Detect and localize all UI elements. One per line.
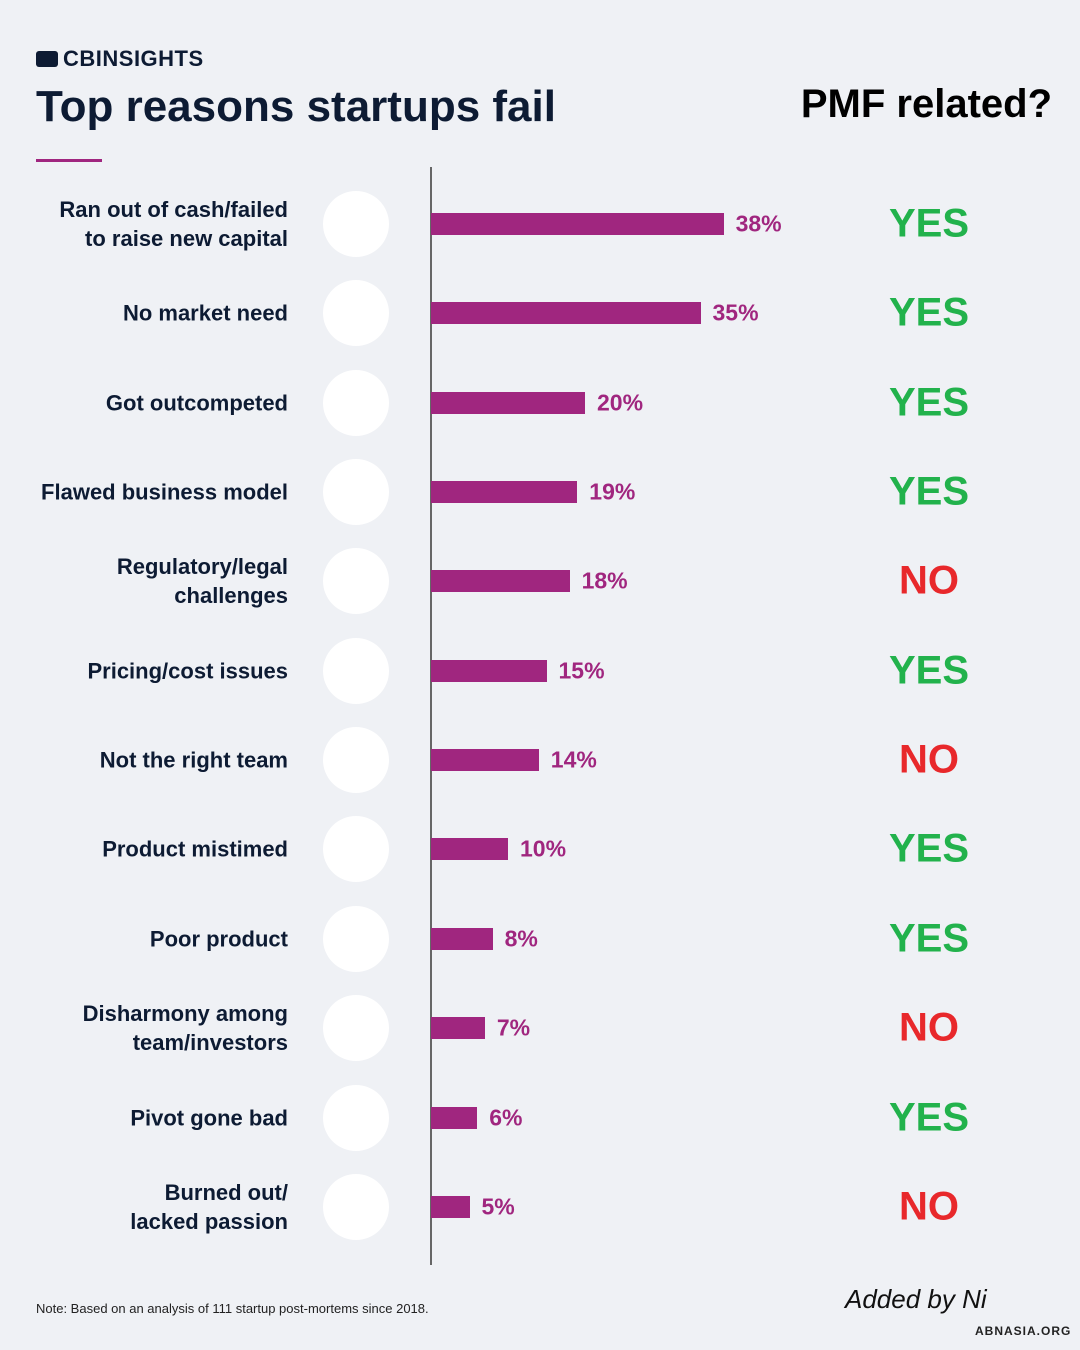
category-icon [323, 995, 389, 1062]
pmf-answer: YES [888, 1095, 970, 1139]
category-icon [323, 191, 389, 257]
pmf-answer: YES [888, 290, 970, 335]
bar [431, 1106, 478, 1129]
category-label: Not the right team [99, 747, 288, 773]
pmf-answer: YES [888, 648, 970, 693]
chart-title: Top reasons startups fail [36, 82, 556, 131]
category-icon [323, 548, 389, 615]
value-label: 35% [712, 299, 759, 326]
brand-name: CBINSIGHTS [63, 46, 204, 71]
bar [431, 481, 578, 504]
category-icon [323, 816, 389, 883]
bar [431, 570, 570, 593]
pmf-answer: NO [899, 1184, 959, 1229]
category-icon [323, 1084, 389, 1151]
value-label: 10% [520, 835, 567, 862]
category-label: Poor product [149, 926, 288, 952]
category-label: Pricing/cost issues [87, 658, 288, 684]
category-label: Flawed business model [41, 479, 288, 505]
category-icon [323, 637, 389, 704]
pmf-answer: YES [888, 469, 970, 514]
value-label: 7% [496, 1014, 531, 1041]
bar [431, 302, 701, 325]
value-label: 5% [481, 1193, 515, 1220]
footnote: Note: Based on an analysis of 111 startu… [36, 1301, 429, 1316]
bar [431, 927, 493, 950]
value-label: 8% [504, 925, 538, 952]
value-label: 19% [589, 478, 636, 505]
category-label: No market need [122, 300, 288, 326]
pmf-answer: YES [888, 916, 970, 961]
category-icon [323, 1173, 389, 1240]
category-label: Got outcompeted [105, 390, 288, 416]
bar [431, 749, 539, 772]
pmf-answer: NO [899, 558, 959, 603]
brand: CBINSIGHTS [36, 46, 204, 72]
brand-logo [36, 51, 58, 67]
category-label: Burned out/ lacked passion [130, 1179, 288, 1234]
bar [431, 1195, 470, 1218]
bar [431, 391, 585, 414]
signature: Added by Ni [845, 1284, 987, 1314]
value-label: 18% [581, 567, 628, 594]
bar [431, 1017, 485, 1040]
value-label: 14% [550, 746, 597, 773]
category-icon [323, 905, 389, 972]
pmf-answer: NO [899, 1005, 959, 1050]
category-label: Ran out of cash/failed to raise new capi… [59, 197, 288, 251]
category-icon [323, 369, 389, 436]
value-label: 6% [489, 1104, 523, 1130]
bar [431, 838, 508, 861]
watermark-site: ABNASIA.ORG [975, 1324, 1072, 1338]
category-icon [323, 459, 389, 526]
value-label: 20% [597, 389, 644, 416]
pmf-answer: YES [888, 380, 970, 425]
bar [431, 213, 724, 235]
value-label: 15% [558, 657, 605, 684]
axis-line [430, 167, 432, 1265]
category-label: Disharmony among team/investors [82, 1001, 288, 1056]
pmf-header: PMF related? [800, 82, 1052, 126]
title-accent [36, 159, 102, 162]
category-label: Product mistimed [102, 836, 288, 862]
bar [431, 659, 547, 682]
pmf-answer: YES [888, 826, 970, 871]
category-icon [323, 727, 389, 794]
category-icon [323, 280, 389, 347]
pmf-answer: NO [899, 737, 959, 782]
pmf-answer: YES [888, 201, 970, 246]
category-label: Pivot gone bad [130, 1105, 288, 1130]
category-label: Regulatory/legal challenges [116, 554, 288, 609]
value-label: 38% [735, 210, 782, 237]
